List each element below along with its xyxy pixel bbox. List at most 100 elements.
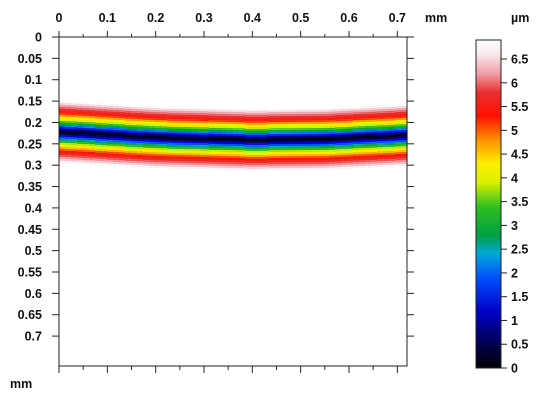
heatmap-cell [323,152,330,155]
heatmap-cell [323,132,330,135]
heatmap-cell [341,155,348,158]
heatmap-cell [317,150,324,153]
heatmap-cell [101,149,108,152]
heatmap-cell [125,151,132,154]
heatmap-cell [101,109,108,112]
heatmap-cell [71,127,78,130]
heatmap-cell [83,116,90,119]
heatmap-cell [317,148,324,151]
heatmap-cell [305,146,312,149]
heatmap-cell [155,126,162,129]
heatmap-cell [131,147,138,150]
colorbar-tick-label: 5.5 [511,100,528,114]
heatmap-cell [305,150,312,153]
heatmap-cell [317,164,324,167]
heatmap-cell [203,147,210,150]
heatmap-cell [359,158,366,161]
heatmap-cell [215,114,222,117]
heatmap-cell [281,140,288,143]
heatmap-cell [131,105,138,108]
heatmap-cell [275,124,282,127]
heatmap-cell [179,109,186,112]
heatmap-cell [77,152,84,155]
heatmap-cell [311,140,318,143]
heatmap-cell [323,162,330,165]
y-tick-label: 0.1 [25,73,42,87]
heatmap-cell [65,119,72,122]
heatmap-cell [161,158,168,161]
heatmap-cell [299,156,306,159]
heatmap-cell [299,122,306,125]
heatmap-cell [155,138,162,141]
heatmap-cell [137,147,144,150]
heatmap-cell [149,144,156,147]
heatmap-cell [329,148,336,151]
heatmap-cell [197,107,204,110]
heatmap-cell [143,108,150,111]
heatmap-cell [89,110,96,113]
heatmap-cell [257,119,264,122]
heatmap-cell [311,166,318,169]
heatmap-cell [305,156,312,159]
heatmap-cell [149,146,156,149]
heatmap-cell [335,131,342,134]
heatmap-cell [125,119,132,122]
heatmap-cell [371,110,378,113]
heatmap-cell [155,148,162,151]
heatmap-cell [395,136,402,139]
heatmap-cell [365,126,372,129]
heatmap-cell [71,115,78,118]
heatmap-cell [65,129,72,132]
heatmap-cell [377,125,384,128]
heatmap-cell [209,132,216,135]
heatmap-cell [131,139,138,142]
heatmap-cell [185,113,192,116]
heatmap-cell [287,128,294,131]
heatmap-cell [287,164,294,167]
heatmap-cell [269,144,276,147]
heatmap-cell [89,102,96,105]
heatmap-cell [383,113,390,116]
heatmap-cell [173,143,180,146]
heatmap-cell [335,155,342,158]
heatmap-cell [293,152,300,155]
heatmap-cell [125,131,132,134]
heatmap-cell [305,158,312,161]
heatmap-cell [239,154,246,157]
heatmap-cell [221,124,228,127]
heatmap-cell [77,118,84,121]
heatmap-cell [245,133,252,136]
heatmap-cell [299,120,306,123]
heatmap-cell [287,124,294,127]
heatmap-cell [107,116,114,119]
heatmap-cell [71,139,78,142]
heatmap-cell [197,143,204,146]
heatmap-cell [209,110,216,113]
heatmap-cell [395,146,402,149]
heatmap-cell [95,159,102,162]
heatmap-cell [155,154,162,157]
heatmap-cell [191,145,198,148]
heatmap-cell [83,106,90,109]
heatmap-cell [161,114,168,117]
heatmap-cell [89,116,96,119]
heatmap-cell [329,168,336,171]
heatmap-cell [59,131,66,134]
heatmap-cell [395,158,402,161]
heatmap-cell [383,111,390,114]
heatmap-cell [365,158,372,161]
heatmap-cell [215,142,222,145]
heatmap-cell [257,167,264,170]
heatmap-cell [221,112,228,115]
heatmap-cell [269,130,276,133]
heatmap-cell [305,144,312,147]
heatmap-cell [317,108,324,111]
heatmap-cell [305,164,312,167]
heatmap-cell [323,120,330,123]
heatmap-cell [59,117,66,120]
heatmap-cell [203,109,210,112]
heatmap-cell [173,111,180,114]
heatmap-cell [311,144,318,147]
heatmap-cell [209,134,216,137]
heatmap-cell [203,151,210,154]
